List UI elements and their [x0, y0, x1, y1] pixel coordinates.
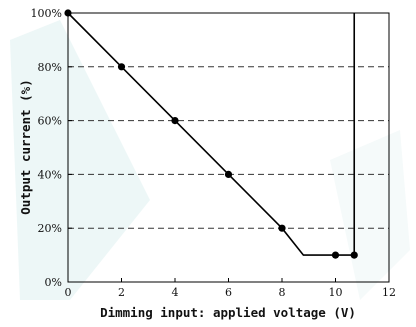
x-tick-label-0: 0: [65, 286, 72, 299]
series-line: [67, 12, 356, 256]
data-point-5: [331, 251, 340, 259]
x-tick-label-2: 2: [118, 286, 125, 299]
data-point-2: [171, 117, 179, 125]
data-markers: [64, 9, 358, 259]
output-current-line: [67, 12, 356, 256]
y-tick-label-40: 40%: [38, 168, 62, 181]
x-tick-label-12: 12: [382, 286, 396, 299]
x-tick-label-4: 4: [172, 286, 179, 299]
y-axis-title: Output current (%): [18, 79, 33, 214]
y-tick-label-80: 80%: [38, 61, 62, 74]
x-axis-ticks: 0 2 4 6 8 10 12: [65, 278, 396, 299]
x-tick-label-6: 6: [225, 286, 232, 299]
y-tick-label-100: 100%: [31, 7, 62, 20]
y-tick-label-0: 0%: [45, 276, 62, 289]
x-tick-label-8: 8: [279, 286, 286, 299]
data-point-4: [278, 224, 286, 232]
data-point-1: [117, 63, 126, 71]
data-point-3: [224, 170, 233, 178]
y-tick-label-20: 20%: [38, 222, 62, 235]
watermark: [10, 20, 410, 300]
x-axis-title: Dimming input: applied voltage (V): [100, 305, 356, 320]
y-axis-ticks: 0% 20% 40% 60% 80% 100%: [31, 7, 72, 289]
data-point-0: [64, 9, 72, 17]
x-tick-label-10: 10: [329, 286, 343, 299]
y-tick-label-60: 60%: [38, 115, 62, 128]
data-point-6: [350, 251, 358, 259]
